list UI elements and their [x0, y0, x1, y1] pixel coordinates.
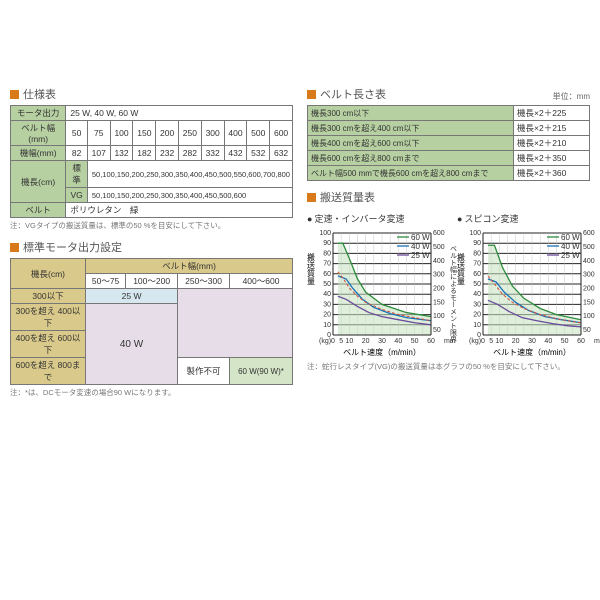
svg-text:20: 20 [473, 312, 481, 319]
svg-text:50: 50 [433, 327, 441, 334]
svg-text:(kg): (kg) [319, 338, 331, 345]
svg-text:100: 100 [319, 230, 331, 237]
svg-text:40 W: 40 W [411, 242, 430, 251]
capacity-heading: 搬送質量表 [307, 189, 590, 205]
motor-std-note: 注：*は、DCモータ変速の場合90 Wになります。 [10, 387, 293, 398]
svg-text:ベルト速度（m/min）: ベルト速度（m/min） [493, 347, 571, 357]
svg-text:600: 600 [583, 230, 595, 237]
svg-text:50: 50 [583, 327, 591, 334]
svg-text:40: 40 [544, 338, 552, 345]
svg-text:100: 100 [469, 230, 481, 237]
belt-len-table: 機長300 cm以下機長×2＋225機長300 cmを超え400 cm以下機長×… [307, 105, 590, 181]
svg-text:搬送質量: 搬送質量 [457, 252, 466, 285]
unit-mm: 単位：mm [553, 91, 590, 102]
svg-text:200: 200 [583, 285, 595, 292]
svg-text:25 W: 25 W [411, 251, 430, 260]
svg-text:400: 400 [433, 258, 445, 265]
svg-text:ベルト幅によるモーメント限界: ベルト幅によるモーメント限界 [450, 245, 458, 344]
svg-text:20: 20 [512, 338, 520, 345]
chart-note: 注：蛇行レスタイプ(VG)の搬送質量は本グラフの50 %を目安にして下さい。 [307, 361, 590, 372]
svg-text:70: 70 [473, 261, 481, 268]
svg-text:10: 10 [495, 338, 503, 345]
chart-spicon: 0102030405060708090100051020304050605010… [457, 227, 600, 357]
svg-text:30: 30 [528, 338, 536, 345]
svg-text:30: 30 [323, 301, 331, 308]
svg-text:150: 150 [583, 299, 595, 306]
svg-text:5: 5 [339, 338, 343, 345]
svg-text:搬送質量: 搬送質量 [307, 252, 316, 285]
motor-std-table: 機長(cm) ベルト幅(mm) 50～75100～200250～300400～6… [10, 258, 293, 385]
svg-text:50: 50 [561, 338, 569, 345]
svg-text:mm: mm [444, 338, 456, 345]
svg-text:150: 150 [433, 299, 445, 306]
svg-text:30: 30 [378, 338, 386, 345]
svg-text:ベルト速度（m/min）: ベルト速度（m/min） [343, 347, 421, 357]
svg-text:70: 70 [323, 261, 331, 268]
svg-text:0: 0 [331, 338, 335, 345]
spec-table: モータ出力 25 W, 40 W, 60 W ベルト幅(mm)507510015… [10, 105, 293, 218]
svg-text:20: 20 [323, 312, 331, 319]
svg-text:100: 100 [583, 313, 595, 320]
chart-inverter: 0102030405060708090100051020304050605010… [307, 227, 457, 357]
svg-text:10: 10 [323, 322, 331, 329]
svg-text:mm: mm [594, 338, 600, 345]
svg-text:90: 90 [473, 240, 481, 247]
chart-inv-title: 定速・インバータ変速 [307, 212, 457, 225]
motor-std-heading: 標準モータ出力設定 [10, 239, 293, 255]
svg-text:60: 60 [473, 271, 481, 278]
svg-text:500: 500 [583, 244, 595, 251]
svg-text:20: 20 [362, 338, 370, 345]
svg-text:500: 500 [433, 244, 445, 251]
svg-text:200: 200 [433, 285, 445, 292]
svg-text:300: 300 [433, 272, 445, 279]
belt-len-heading: ベルト長さ表 [307, 86, 386, 102]
svg-text:(kg): (kg) [469, 338, 481, 345]
svg-text:40 W: 40 W [561, 242, 580, 251]
svg-text:40: 40 [473, 291, 481, 298]
spec-heading: 仕様表 [10, 86, 293, 102]
svg-text:40: 40 [323, 291, 331, 298]
spec-label-motor: モータ出力 [11, 106, 66, 121]
chart-spk-title: スピコン変速 [457, 212, 600, 225]
svg-text:80: 80 [473, 250, 481, 257]
svg-text:60 W: 60 W [561, 233, 580, 242]
svg-text:0: 0 [481, 338, 485, 345]
svg-text:600: 600 [433, 230, 445, 237]
svg-text:50: 50 [411, 338, 419, 345]
spec-note: 注：VGタイプの搬送質量は、標準の50 %を目安にして下さい。 [10, 220, 293, 231]
svg-text:10: 10 [345, 338, 353, 345]
svg-text:60: 60 [427, 338, 435, 345]
svg-text:400: 400 [583, 258, 595, 265]
svg-text:80: 80 [323, 250, 331, 257]
svg-text:30: 30 [473, 301, 481, 308]
svg-text:300: 300 [583, 272, 595, 279]
svg-text:5: 5 [489, 338, 493, 345]
svg-text:50: 50 [473, 281, 481, 288]
svg-text:40: 40 [394, 338, 402, 345]
svg-text:10: 10 [473, 322, 481, 329]
svg-text:60: 60 [323, 271, 331, 278]
svg-text:90: 90 [323, 240, 331, 247]
svg-text:100: 100 [433, 313, 445, 320]
svg-text:60: 60 [577, 338, 585, 345]
svg-text:60 W: 60 W [411, 233, 430, 242]
svg-text:50: 50 [323, 281, 331, 288]
svg-text:25 W: 25 W [561, 251, 580, 260]
